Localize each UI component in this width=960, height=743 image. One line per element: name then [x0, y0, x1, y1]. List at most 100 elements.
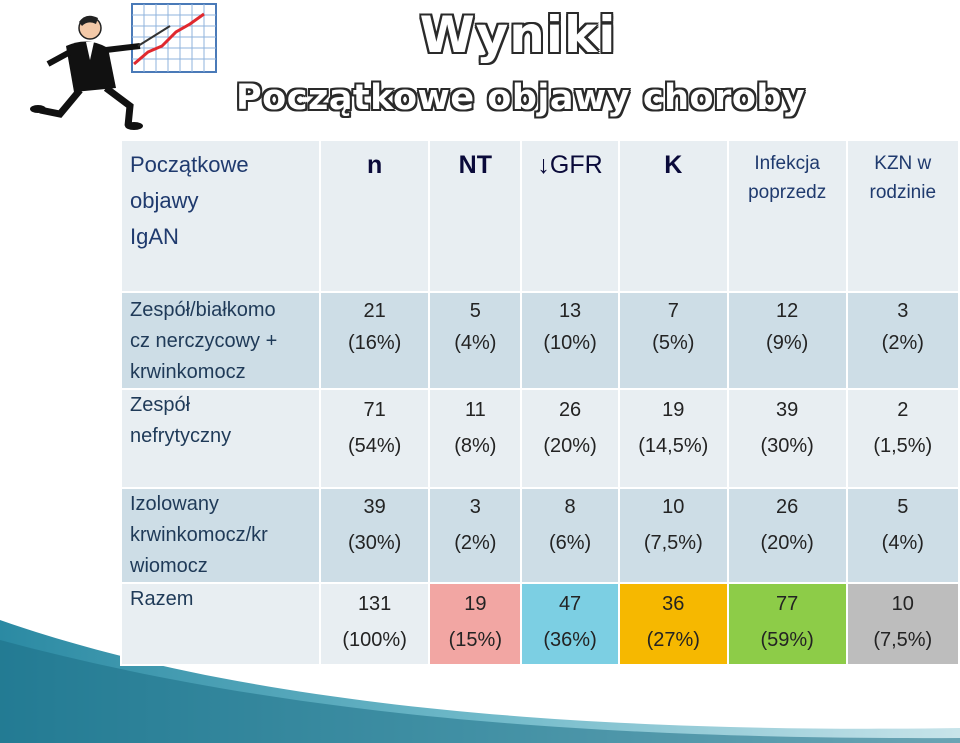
- table-cell: 5 (4%): [845, 487, 960, 584]
- cell-percent: (10%): [543, 332, 597, 354]
- header-label-cell: Początkowe objawy IgAN: [120, 139, 321, 293]
- header-k: K: [664, 151, 683, 179]
- cell-count: 39: [776, 399, 799, 421]
- header-n-cell: n: [318, 139, 431, 293]
- cell-percent: (4%): [881, 532, 924, 554]
- cell-percent: (7,5%): [873, 629, 933, 651]
- cell-percent: (8%): [454, 435, 497, 457]
- table-cell: 2 (1,5%): [845, 388, 960, 489]
- cell-count: 21: [363, 300, 386, 322]
- cell-count: 19: [464, 593, 487, 615]
- table-row: Zespół nefrytyczny 71 (54%) 11 (8%) 26 (20%…: [120, 388, 960, 489]
- row-label-line: Razem: [130, 588, 194, 610]
- cell-percent: (20%): [543, 435, 597, 457]
- cell-percent: (1,5%): [873, 435, 933, 457]
- table-cell: 7 (5%): [617, 291, 729, 390]
- table-cell-highlight: 19 (15%): [428, 582, 523, 666]
- row-label-cell: Izolowany krwinkomocz/kr wiomocz: [120, 487, 321, 584]
- header-nt: NT: [458, 151, 492, 179]
- table-cell-highlight: 10 (7,5%): [845, 582, 960, 666]
- cell-count: 5: [897, 496, 909, 518]
- cell-percent: (6%): [548, 532, 592, 554]
- table-cell: 19 (14,5%): [617, 388, 729, 489]
- cell-count: 2: [897, 399, 909, 421]
- cell-percent: (5%): [652, 332, 695, 354]
- table-row: Zespół/białkomo cz nerczycowy + krwinkom…: [120, 291, 960, 390]
- table-cell: 26 (20%): [520, 388, 620, 489]
- cell-percent: (9%): [766, 332, 809, 354]
- cell-count: 11: [464, 399, 486, 421]
- cell-count: 39: [363, 496, 386, 518]
- table-cell: 13 (10%): [520, 291, 620, 390]
- table-cell-highlight: 77 (59%): [726, 582, 848, 666]
- row-label-line: nefrytyczny: [130, 425, 232, 447]
- cell-percent: (30%): [347, 532, 402, 554]
- table-cell: 26 (20%): [726, 487, 848, 584]
- cell-percent: (14,5%): [638, 435, 709, 457]
- cell-count: 8: [564, 496, 576, 518]
- cell-count: 3: [897, 300, 909, 322]
- table-cell: 8 (6%): [520, 487, 620, 584]
- table-cell: 71 (54%): [318, 388, 431, 489]
- table-cell: 10 (7,5%): [617, 487, 729, 584]
- header-k-cell: K: [617, 139, 729, 293]
- table-cell: 21 (16%): [318, 291, 431, 390]
- cell-percent: (36%): [543, 629, 597, 651]
- header-label-line: objawy: [130, 188, 199, 213]
- cell-percent: (4%): [454, 332, 497, 354]
- cell-percent: (15%): [448, 629, 502, 651]
- cell-percent: (2%): [881, 332, 924, 354]
- header-label-line: IgAN: [130, 224, 179, 249]
- row-label-line: krwinkomocz: [130, 361, 246, 383]
- cell-percent: (54%): [347, 435, 402, 457]
- table-cell: 12 (9%): [726, 291, 848, 390]
- table-cell: 5 (4%): [428, 291, 523, 390]
- cell-percent: (2%): [454, 532, 497, 554]
- row-label-cell: Zespół nefrytyczny: [120, 388, 321, 489]
- cell-percent: (59%): [760, 629, 814, 651]
- presenter-chart-clipart: [30, 3, 217, 130]
- cell-count: 13: [558, 300, 582, 322]
- cell-percent: (27%): [646, 629, 700, 651]
- cell-count: 10: [891, 593, 914, 615]
- row-label-cell: Zespół/białkomo cz nerczycowy + krwinkom…: [120, 291, 321, 390]
- cell-percent: (16%): [347, 332, 402, 354]
- header-kzn-line: rodzinie: [869, 182, 937, 203]
- row-label-line: Zespół/białkomo: [130, 299, 276, 321]
- header-infekcja-line: Infekcja: [754, 153, 820, 174]
- cell-percent: (20%): [760, 532, 814, 554]
- down-arrow-icon: ↓: [537, 151, 550, 179]
- table-cell: 3 (2%): [428, 487, 523, 584]
- header-infekcja-cell: Infekcja poprzedz: [726, 139, 848, 293]
- table-cell: 39 (30%): [726, 388, 848, 489]
- header-label-line: Początkowe: [130, 152, 249, 177]
- cell-count: 19: [662, 399, 685, 421]
- cell-count: 47: [558, 593, 582, 615]
- results-table: Początkowe objawy IgAN n NT ↓GFR K Infek…: [120, 139, 960, 666]
- cell-count: 3: [469, 496, 481, 518]
- header-n: n: [366, 151, 383, 179]
- slide-title: Wyniki: [419, 6, 617, 64]
- cell-count: 71: [363, 399, 386, 421]
- cell-percent: (30%): [760, 435, 814, 457]
- row-label-line: krwinkomocz/kr: [130, 524, 268, 546]
- header-kzn-line: KZN w: [874, 153, 932, 174]
- header-nt-cell: NT: [428, 139, 523, 293]
- row-label-line: cz nerczycowy +: [130, 330, 278, 352]
- cell-percent: (100%): [342, 629, 407, 651]
- running-man-icon: [30, 15, 171, 130]
- table-cell: 39 (30%): [318, 487, 431, 584]
- table-header-row: Początkowe objawy IgAN n NT ↓GFR K Infek…: [120, 139, 960, 293]
- cell-count: 12: [776, 300, 799, 322]
- cell-count: 36: [662, 593, 685, 615]
- bottom-wave-decoration: [0, 620, 960, 743]
- row-label-line: Izolowany: [130, 493, 219, 515]
- table-cell-highlight: 36 (27%): [617, 582, 729, 666]
- header-gfr: GFR: [549, 151, 603, 179]
- cell-count: 26: [558, 399, 582, 421]
- table-cell-highlight: 47 (36%): [520, 582, 620, 666]
- table-cell: 131 (100%): [318, 582, 431, 666]
- cell-percent: (7,5%): [643, 532, 703, 554]
- cell-count: 131: [357, 593, 392, 615]
- chart-board-icon: [131, 3, 217, 73]
